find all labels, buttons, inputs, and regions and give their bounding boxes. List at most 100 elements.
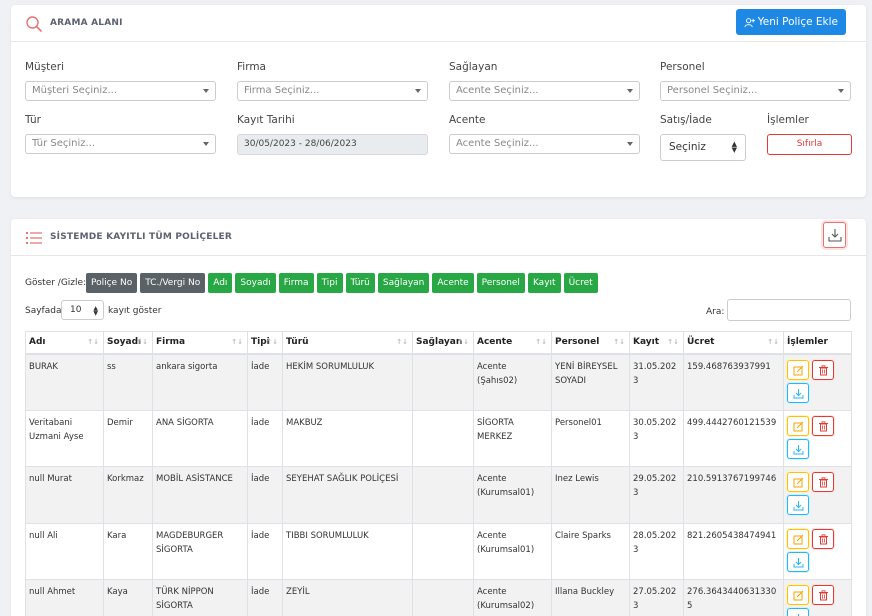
new-policy-label: Yeni Poliçe Ekle xyxy=(757,16,838,28)
acente-label: Acente xyxy=(449,114,486,126)
column-header[interactable]: Tipi ↑↓ xyxy=(247,331,283,355)
column-header[interactable]: Kayıt ↑↓ xyxy=(629,331,684,355)
sort-icon: ↑↓ xyxy=(457,338,469,346)
column-toggle-button[interactable]: Poliçe No xyxy=(86,273,138,293)
delete-button[interactable] xyxy=(812,585,834,605)
edit-button[interactable] xyxy=(787,415,809,436)
row-actions xyxy=(787,359,843,403)
delete-button[interactable] xyxy=(812,359,834,380)
tur-label: Tür xyxy=(25,114,41,126)
cell-turu: ZEYİL xyxy=(282,579,413,616)
column-header[interactable]: Türü ↑↓ xyxy=(282,331,413,355)
sort-icon: ↑↓ xyxy=(266,338,278,346)
cell-saglayan xyxy=(412,353,474,411)
cell-adi: null Murat xyxy=(25,466,104,524)
download-button[interactable] xyxy=(787,495,809,515)
table-row: null Murat Korkmaz MOBİL ASİSTANCE İade SEYE… xyxy=(25,466,852,524)
column-toggle-button[interactable]: Türü xyxy=(345,273,375,293)
column-toggle-button[interactable]: Ücret xyxy=(563,273,598,293)
delete-button[interactable] xyxy=(812,528,834,549)
kayit-tarihi-label: Kayıt Tarihi xyxy=(237,114,295,126)
firma-select[interactable]: Firma Seçiniz... xyxy=(237,81,428,101)
musteri-select[interactable]: Müşteri Seçiniz... xyxy=(25,81,216,101)
personel-placeholder: Personel Seçiniz... xyxy=(667,85,758,96)
cell-tipi: İade xyxy=(247,579,283,616)
edit-button[interactable] xyxy=(787,359,809,380)
column-header[interactable]: Adı ↑↓ xyxy=(25,331,104,355)
column-toggle-button[interactable]: Soyadı xyxy=(235,273,276,293)
sort-icon: ↑↓ xyxy=(396,338,408,346)
cell-turu: TIBBI SORUMLULUK xyxy=(282,522,413,580)
personel-select[interactable]: Personel Seçiniz... xyxy=(660,81,851,101)
chevron-down-icon xyxy=(203,89,209,93)
column-header[interactable]: Sağlayan ↑↓ xyxy=(412,331,474,355)
column-toggles: Poliçe No TC./Vergi No Adı Soyadı Firma Tipi T… xyxy=(86,273,598,293)
cell-firma: MOBİL ASİSTANCE xyxy=(152,466,248,524)
page-length-suffix: kayıt göster xyxy=(108,306,162,316)
cell-kayit: 27.05.2023 xyxy=(629,579,684,616)
cell-firma: ankara sigorta xyxy=(152,353,248,411)
column-toggle-button[interactable]: Adı xyxy=(208,273,233,293)
column-toggle-label: Göster /Gizle: xyxy=(25,278,87,288)
row-actions xyxy=(787,472,843,515)
column-header[interactable]: Firma ↑↓ xyxy=(152,331,248,355)
column-header[interactable]: İşlemler xyxy=(783,331,852,355)
search-panel: ARAMA ALANI Yeni Poliçe Ekle Müşteri Müş… xyxy=(11,5,866,197)
saglayan-select[interactable]: Acente Seçiniz... xyxy=(449,81,640,101)
cell-actions xyxy=(783,409,852,467)
column-toggle-button[interactable]: TC./Vergi No xyxy=(140,273,206,293)
cell-acente: Acente (Kurumsal01) xyxy=(473,522,552,580)
cell-actions xyxy=(783,522,852,580)
column-toggle-button[interactable]: Sağlayan xyxy=(377,273,430,293)
column-header[interactable]: Personel ↑↓ xyxy=(551,331,630,355)
table-search-input[interactable] xyxy=(727,299,851,321)
islemler-label: İşlemler xyxy=(767,114,809,126)
cell-soyadi: ss xyxy=(103,353,153,411)
export-button[interactable] xyxy=(823,222,846,248)
edit-button[interactable] xyxy=(787,472,809,492)
column-header[interactable]: Soyadı ↑↓ xyxy=(103,331,153,355)
tur-select[interactable]: Tür Seçiniz... xyxy=(25,134,216,154)
column-header-label: Adı xyxy=(29,337,46,348)
column-header-label: Firma xyxy=(156,337,186,348)
acente-placeholder: Acente Seçiniz... xyxy=(456,138,539,149)
column-toggle-button[interactable]: Firma xyxy=(278,273,314,293)
column-toggle-button[interactable]: Tipi xyxy=(316,273,343,293)
column-toggle-button[interactable]: Acente xyxy=(432,273,474,293)
table-row: BURAK ss ankara sigorta İade HEKİM SORUMLULU… xyxy=(25,353,852,411)
cell-firma: TÜRK NİPPON SİGORTA xyxy=(152,579,248,616)
cell-actions xyxy=(783,353,852,411)
column-toggle-button[interactable]: Personel xyxy=(476,273,525,293)
edit-button[interactable] xyxy=(787,585,809,605)
download-button[interactable] xyxy=(787,382,809,403)
satis-iade-select[interactable]: Seçiniz ▲ ▼ xyxy=(660,134,746,161)
column-header[interactable]: Ücret ↑↓ xyxy=(683,331,784,355)
cell-acente: Acente (Kurumsal01) xyxy=(473,466,552,524)
kayit-tarihi-input[interactable]: 30/05/2023 - 28/06/2023 xyxy=(237,134,428,155)
cell-soyadi: Kara xyxy=(103,522,153,580)
column-header[interactable]: Acente ↑↓ xyxy=(473,331,552,355)
edit-button[interactable] xyxy=(787,528,809,549)
cell-soyadi: Korkmaz xyxy=(103,466,153,524)
sort-icon: ↑↓ xyxy=(767,338,779,346)
cell-tipi: İade xyxy=(247,466,283,524)
reset-button[interactable]: Sıfırla xyxy=(767,134,852,155)
page-length-select[interactable]: 10 ▲ ▼ xyxy=(61,300,104,320)
cell-kayit: 29.05.2023 xyxy=(629,466,684,524)
download-button[interactable] xyxy=(787,438,809,459)
cell-actions xyxy=(783,579,852,616)
new-policy-button[interactable]: Yeni Poliçe Ekle xyxy=(735,9,846,35)
sort-icon: ↑↓ xyxy=(613,338,625,346)
acente-select[interactable]: Acente Seçiniz... xyxy=(449,134,640,154)
row-actions xyxy=(787,415,843,459)
column-toggle-button[interactable]: Kayıt xyxy=(527,273,561,293)
cell-adi: null Ahmet xyxy=(25,579,104,616)
delete-button[interactable] xyxy=(812,472,834,492)
download-button[interactable] xyxy=(787,608,809,616)
page-length-value: 10 xyxy=(70,305,82,315)
delete-button[interactable] xyxy=(812,415,834,436)
chevron-down-icon xyxy=(838,89,844,93)
download-button[interactable] xyxy=(787,551,809,572)
cell-tipi: İade xyxy=(247,353,283,411)
cell-acente: Acente (Şahıs02) xyxy=(473,353,552,411)
